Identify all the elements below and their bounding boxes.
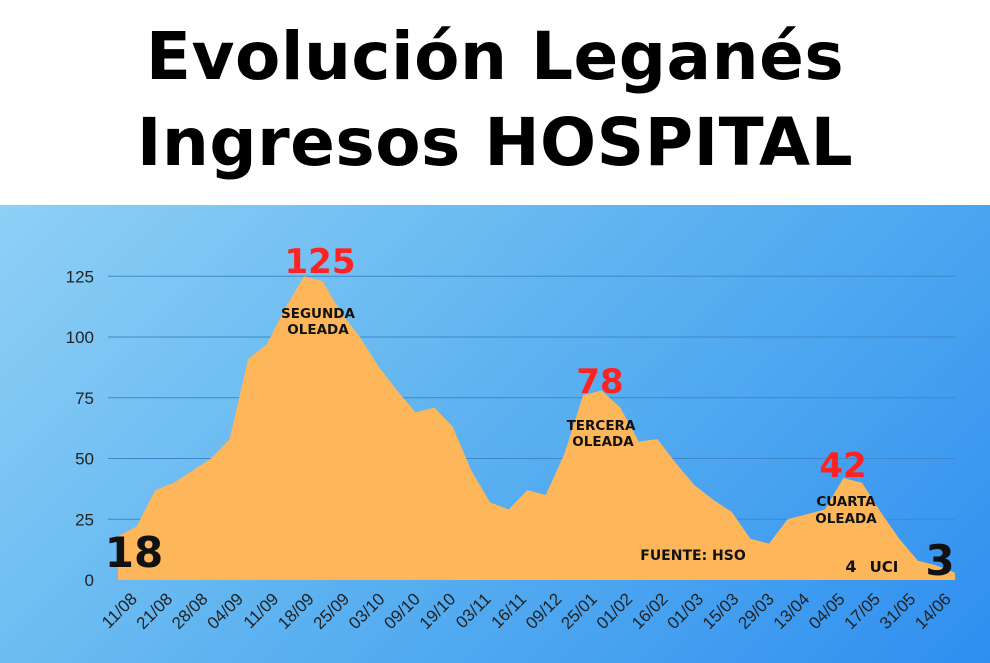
chart-title-line-1: Evolución Leganés (145, 18, 845, 95)
x-tick-label: 29/03 (734, 589, 778, 633)
x-tick-label: 09/10 (380, 589, 424, 633)
start-value-label: 18 (105, 528, 163, 577)
x-tick-label: 25/09 (310, 589, 354, 633)
area-fill (118, 276, 955, 580)
y-axis-ticks: 0 25 50 75 100 125 (66, 267, 94, 590)
x-tick-label: 03/10 (345, 589, 389, 633)
wave-label-cuarta: CUARTA (816, 494, 876, 510)
x-tick-label: 11/08 (98, 589, 141, 632)
peak-label-125: 125 (285, 242, 356, 282)
x-tick-label: 18/09 (274, 589, 318, 633)
y-tick-label: 100 (66, 328, 94, 347)
x-tick-label: 14/06 (911, 589, 955, 633)
y-tick-label: 50 (75, 450, 94, 469)
title-block: Evolución Leganés Ingresos HOSPITAL (0, 0, 990, 205)
wave-label-oleada-3: OLEADA (572, 434, 634, 450)
x-tick-label: 21/08 (133, 589, 177, 633)
x-tick-label: 11/09 (240, 589, 283, 632)
x-tick-label: 13/04 (770, 589, 814, 633)
x-tick-label: 01/03 (664, 589, 708, 633)
x-tick-label: 25/01 (557, 589, 601, 633)
x-tick-label: 28/08 (168, 589, 212, 633)
plot-background (0, 205, 990, 663)
x-tick-label: 15/03 (699, 589, 743, 633)
peak-label-42: 42 (819, 446, 866, 486)
x-tick-label: 04/05 (805, 589, 849, 633)
y-tick-label: 125 (66, 267, 94, 286)
y-tick-label: 75 (75, 389, 94, 408)
annotations: 125SEGUNDAOLEADA78TERCERAOLEADA42CUARTAO… (105, 242, 955, 585)
wave-label-segunda: SEGUNDA (281, 306, 355, 322)
x-tick-label: 31/05 (876, 589, 920, 633)
peak-label-78: 78 (576, 362, 623, 402)
x-tick-label: 04/09 (203, 589, 247, 633)
x-tick-label: 16/02 (628, 589, 672, 633)
x-tick-label: 03/11 (452, 589, 495, 632)
end-value-label: 3 (925, 536, 954, 585)
y-tick-label: 0 (85, 571, 94, 590)
x-tick-label: 19/10 (416, 589, 460, 633)
wave-label-oleada-2: OLEADA (287, 322, 349, 338)
x-tick-label: 01/02 (593, 589, 637, 633)
x-axis-ticks: 11/0821/0828/0804/0911/0918/0925/0903/10… (98, 589, 955, 633)
uci-label: UCI (870, 558, 899, 576)
y-tick-label: 25 (75, 510, 94, 529)
chart-title-line-2: Ingresos HOSPITAL (136, 104, 854, 181)
x-tick-label: 09/12 (522, 589, 566, 633)
x-tick-label: 17/05 (841, 589, 885, 633)
wave-label-oleada-4: OLEADA (815, 511, 877, 527)
uci-count: 4 (845, 557, 856, 576)
x-tick-label: 16/11 (488, 589, 531, 632)
area-series (118, 276, 955, 580)
wave-label-tercera: TERCERA (567, 418, 636, 434)
source-label: FUENTE: HSO (640, 548, 746, 564)
